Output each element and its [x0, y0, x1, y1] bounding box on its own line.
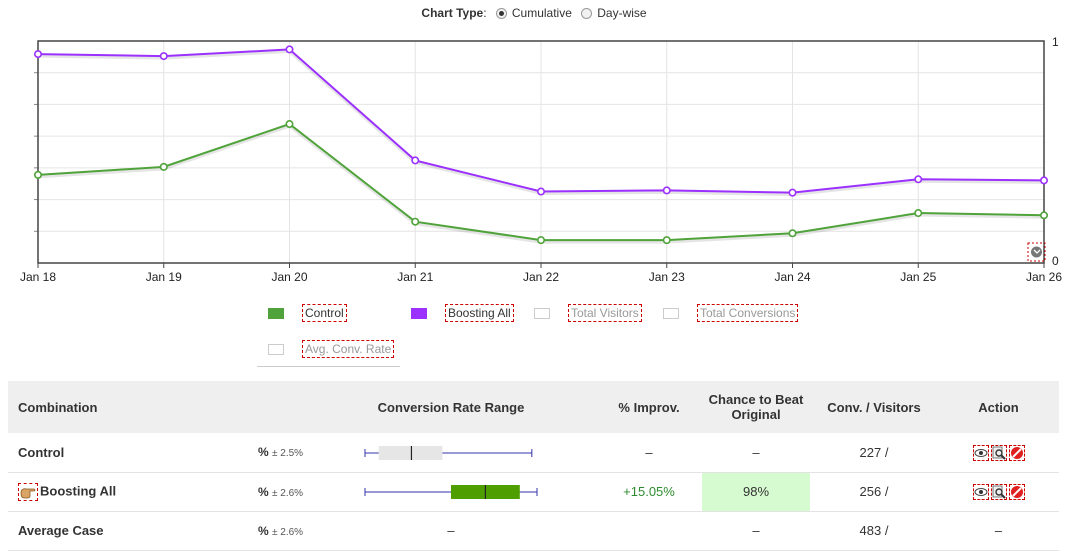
legend-swatch[interactable] [268, 344, 284, 355]
row-pct: % ± 2.6% [258, 523, 304, 538]
inspect-magnifier-icon[interactable] [990, 444, 1007, 461]
header-improvement: % Improv. [618, 399, 680, 415]
x-tick-label: Jan 26 [1026, 270, 1062, 284]
table-header-row: Combination Conversion Rate Range % Impr… [8, 381, 1059, 433]
cumulative-radio[interactable] [495, 8, 507, 19]
view-eye-icon[interactable] [972, 483, 989, 500]
x-tick-label: Jan 25 [900, 270, 936, 284]
data-point [1040, 211, 1049, 220]
row-conv: 483 / [859, 523, 889, 538]
row-improvement: +15.05% [623, 484, 675, 499]
x-tick-label: Jan 19 [146, 270, 182, 284]
data-point [662, 186, 671, 195]
row-chance: – [752, 523, 760, 538]
cumulative-option-label[interactable]: Cumulative [511, 6, 572, 20]
data-point [914, 209, 923, 218]
legend-item-label[interactable]: Total Conversions [697, 304, 799, 322]
row-actions [938, 472, 1059, 511]
row-range: – [447, 523, 455, 538]
row-name: Boosting All [8, 472, 258, 511]
data-point [159, 162, 168, 171]
line-chart: Jan 18 Jan 19 Jan 20 Jan 21 Jan 22 Jan 23 Jan … [20, 35, 1062, 284]
header-action: Action [978, 399, 1019, 415]
header-chance-to-beat: Chance to Beat Original [708, 392, 804, 422]
hand-pointer-icon [18, 482, 38, 501]
legend-swatch[interactable] [268, 308, 284, 319]
range-bar [361, 484, 541, 500]
results-table: Combination Conversion Rate Range % Impr… [8, 381, 1059, 551]
legend-item-label[interactable]: Avg. Conv. Rate [302, 340, 395, 358]
data-point [33, 170, 42, 179]
row-conv: 227 / [859, 444, 889, 460]
chart-export-arrow-icon [1033, 249, 1041, 254]
x-tick-label: Jan 24 [774, 270, 810, 284]
chart-type-label: Chart Type [421, 6, 484, 20]
day-wise-option-label[interactable]: Day-wise [597, 6, 647, 20]
data-point [536, 236, 545, 245]
x-tick-label: Jan 22 [523, 270, 559, 284]
range-box [378, 445, 443, 460]
legend-swatch[interactable] [663, 308, 679, 319]
header-combination: Combination [18, 399, 98, 415]
table-row-average-case: Average Case % ± 2.6% – – 483 / – [8, 511, 1059, 550]
x-tick-label: Jan 20 [271, 270, 307, 284]
disable-icon[interactable] [1008, 483, 1025, 500]
legend-swatch[interactable] [534, 308, 550, 319]
legend-item-label[interactable]: Boosting All [445, 304, 514, 322]
row-actions [938, 433, 1059, 472]
y-tick-label-top: 1 [1052, 35, 1059, 49]
disable-icon[interactable] [1008, 444, 1025, 461]
table-row-boosting-all: Boosting All % ± 2.6% +15.05% 98% 256 / [8, 472, 1059, 511]
row-chance: 98% [702, 472, 810, 511]
legend-item-label[interactable]: Total Visitors [568, 304, 642, 322]
data-point [788, 229, 797, 238]
day-wise-radio[interactable] [581, 8, 593, 19]
data-point [662, 236, 671, 245]
row-range [306, 472, 596, 511]
data-point [914, 175, 923, 184]
legend-swatch[interactable] [411, 308, 427, 319]
row-pct: % ± 2.6% [258, 484, 304, 499]
legend-divider [257, 366, 400, 367]
row-improvement [596, 511, 702, 550]
row-conv: 256 / [859, 484, 889, 499]
y-tick-label-bottom: 0 [1052, 254, 1059, 268]
row-action: – [994, 523, 1003, 538]
row-pct: % ± 2.5% [258, 445, 304, 460]
data-point [1040, 176, 1049, 185]
x-tick-label: Jan 23 [649, 270, 685, 284]
chart-type-selector: Chart Type: Cumulative Day-wise [421, 6, 647, 20]
data-point [159, 52, 168, 61]
table-row-control: Control % ± 2.5% – – 227 / [8, 433, 1059, 472]
data-point [411, 217, 420, 226]
range-bar [361, 445, 541, 461]
inspect-magnifier-icon[interactable] [990, 483, 1007, 500]
legend-item-label[interactable]: Control [302, 304, 347, 322]
chart-export-icon-frame [1027, 242, 1046, 262]
row-improvement: – [645, 444, 653, 460]
header-conversion-rate-range: Conversion Rate Range [377, 399, 525, 415]
data-point [536, 187, 545, 196]
data-point [285, 120, 294, 129]
x-tick-label: Jan 21 [397, 270, 433, 284]
header-conv-visitors: Conv. / Visitors [827, 399, 921, 415]
x-tick-label: Jan 18 [20, 270, 56, 284]
row-chance: – [752, 444, 760, 460]
row-name: Average Case [18, 523, 104, 538]
row-name: Control [18, 444, 65, 460]
row-range [306, 433, 596, 472]
view-eye-icon[interactable] [972, 444, 989, 461]
data-point [411, 156, 420, 165]
data-point [285, 45, 294, 54]
data-point [788, 188, 797, 197]
data-point [33, 50, 42, 59]
